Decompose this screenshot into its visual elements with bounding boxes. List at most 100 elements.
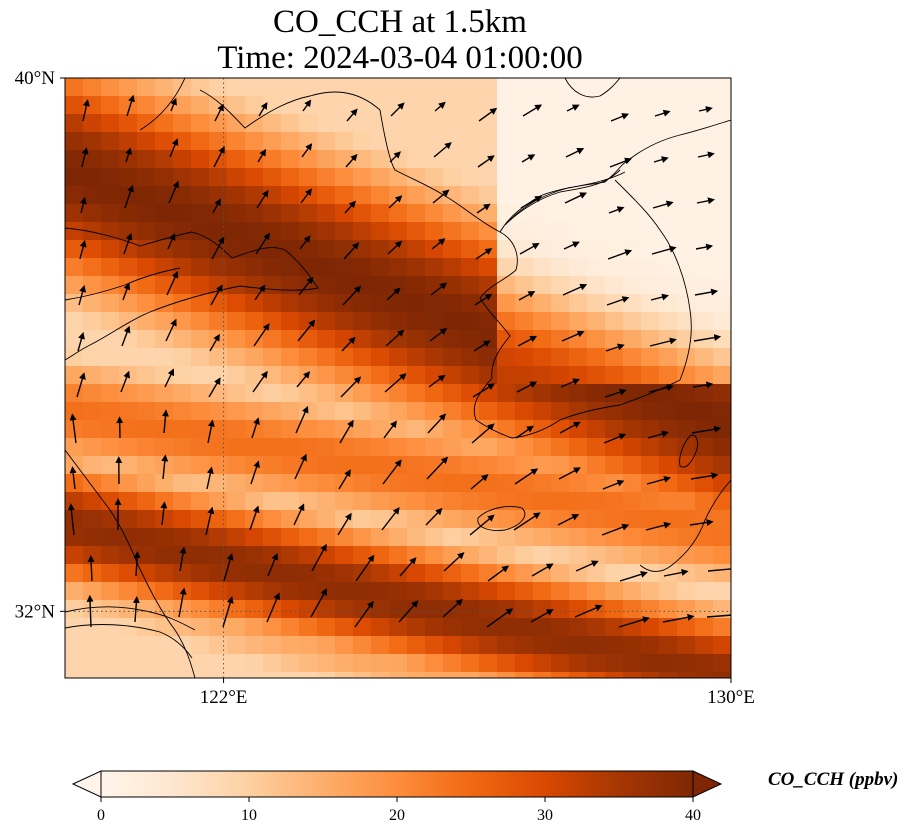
field-cell [353,222,372,241]
field-cell [407,510,426,529]
field-cell [443,618,462,637]
field-cell [155,474,174,493]
field-cell [263,78,282,97]
field-cell [407,276,426,295]
field-cell [713,330,731,349]
wind-arrow [471,423,495,444]
field-cell [65,222,84,241]
field-cell [443,240,462,259]
field-cell [353,186,372,205]
field-cell [533,528,552,547]
field-cell [659,636,678,655]
field-cell [281,528,300,547]
field-cell [209,492,228,511]
field-cell [497,474,516,493]
field-cell [533,672,552,678]
field-cell [587,276,606,295]
field-cell [443,258,462,277]
field-cell [425,474,444,493]
field-cell [299,78,318,97]
field-cell [533,654,552,673]
field-cell [479,204,498,223]
wind-arrow [78,285,86,306]
field-cell [227,492,246,511]
field-cell [623,546,642,565]
field-cell [641,600,660,619]
field-cell [677,420,696,439]
wind-arrow [663,569,689,577]
field-cell [695,564,714,583]
field-cell [209,222,228,241]
field-cell [227,168,246,187]
field-cell [713,294,731,313]
colorbar-ticks: 0 10 20 30 40 [97,797,701,824]
field-cell [281,348,300,367]
field-cell [119,114,138,133]
field-cell [479,348,498,367]
field-cell [461,150,480,169]
field-cell [83,96,102,115]
field-cell [407,384,426,403]
field-cell [83,456,102,475]
field-cell [497,528,516,547]
field-cell [389,438,408,457]
wind-arrow [386,287,401,301]
field-cell [155,222,174,241]
field-cell [317,96,336,115]
field-cell [353,168,372,187]
field-cell [263,114,282,133]
field-cell [569,294,588,313]
field-cell [101,96,120,115]
wind-arrow [124,184,134,209]
field-cell [65,528,84,547]
field-cell [353,582,372,601]
field-cell [191,258,210,277]
field-cell [479,186,498,205]
field-cell [245,150,264,169]
field-cell [353,330,372,349]
field-cell [515,186,534,205]
field-cell [101,600,120,619]
field-cell [299,348,318,367]
field-cell [389,240,408,259]
field-cell [533,78,552,97]
field-cell [317,384,336,403]
field-cell [245,330,264,349]
wind-arrow [298,276,314,296]
field-cell [335,258,354,277]
field-cell [623,330,642,349]
field-cell [425,348,444,367]
field-cell [389,618,408,637]
field-cell [587,474,606,493]
field-cell [515,384,534,403]
field-cell [623,348,642,367]
field-cell [335,312,354,331]
field-cell [713,114,731,133]
field-cell [137,366,156,385]
field-cell [335,564,354,583]
field-cell [659,204,678,223]
field-cell [425,276,444,295]
field-cell [65,510,84,529]
field-cell [83,168,102,187]
field-cell [461,654,480,673]
field-cell [515,294,534,313]
field-cell [497,258,516,277]
field-cell [227,564,246,583]
field-cell [605,276,624,295]
field-cell [623,618,642,637]
field-cell [191,348,210,367]
wind-arrow [341,336,356,352]
field-cell [515,240,534,259]
field-cell [515,654,534,673]
field-cell [443,564,462,583]
field-cell [623,492,642,511]
field-cell [479,258,498,277]
field-cell [173,438,192,457]
field-cell [65,168,84,187]
field-cell [587,348,606,367]
field-cell [587,312,606,331]
wind-arrow [473,340,491,352]
field-cell [425,204,444,223]
field-cell [605,222,624,241]
